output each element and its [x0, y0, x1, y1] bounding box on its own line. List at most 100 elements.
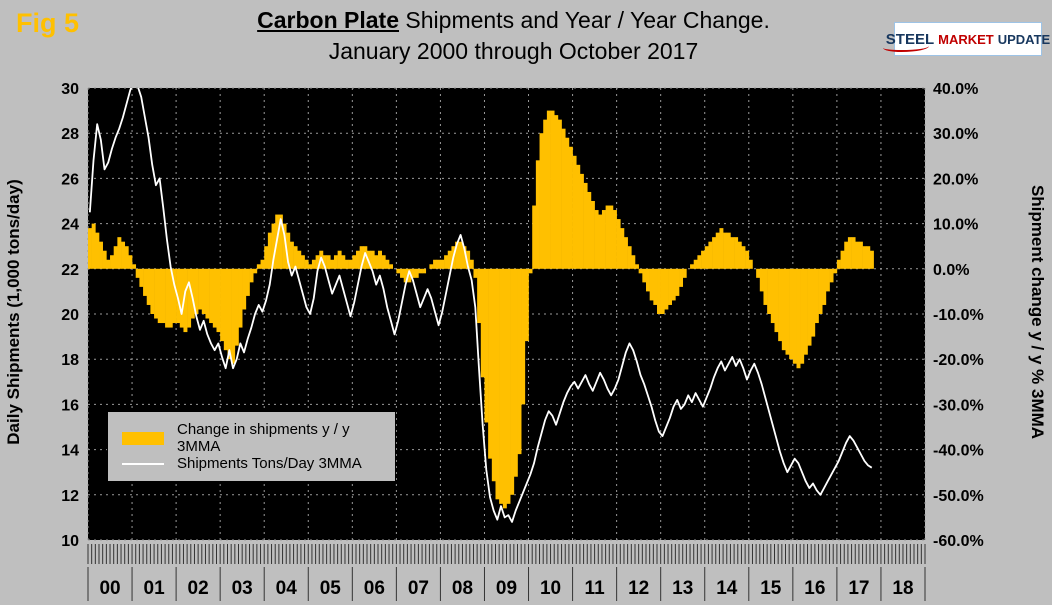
tick-label: 09	[496, 578, 517, 599]
bar	[267, 232, 272, 269]
bar	[836, 259, 841, 269]
tick-label: 05	[320, 578, 342, 599]
bar	[260, 259, 265, 269]
bar	[315, 255, 320, 269]
bar	[675, 268, 680, 296]
bar	[238, 268, 243, 328]
bar	[825, 268, 830, 292]
tick-label: -40.0%	[933, 443, 984, 460]
bar	[583, 182, 588, 269]
bar	[304, 259, 309, 269]
bar	[609, 205, 614, 269]
bar	[550, 110, 555, 269]
bar	[422, 268, 427, 274]
tick-label: 20	[61, 307, 79, 324]
figure-number-label: Fig 5	[16, 8, 80, 38]
bar	[157, 268, 162, 324]
bar	[679, 268, 684, 287]
bar	[587, 191, 592, 269]
bar	[381, 255, 386, 269]
bar	[741, 246, 746, 269]
tick-label: 0.0%	[933, 262, 969, 279]
bar	[355, 250, 360, 269]
bar	[730, 237, 735, 269]
chart-title: Carbon Plate Shipments and Year / Year C…	[150, 5, 877, 67]
bar	[411, 268, 416, 278]
bar	[748, 259, 753, 269]
tick-label: 30.0%	[933, 126, 978, 143]
bar	[723, 232, 728, 269]
bar	[712, 237, 717, 269]
bar	[341, 255, 346, 269]
tick-label: 02	[188, 578, 209, 599]
tick-label: 26	[61, 171, 79, 188]
tick-label: -10.0%	[933, 307, 984, 324]
tick-label: -60.0%	[933, 533, 984, 550]
bar	[697, 255, 702, 269]
bar	[407, 268, 412, 283]
bar	[708, 241, 713, 269]
bar	[106, 259, 111, 269]
bar	[829, 268, 834, 283]
bar	[767, 268, 772, 314]
bar	[568, 146, 573, 269]
bar	[646, 268, 650, 292]
legend-bar-swatch	[122, 431, 164, 445]
bar	[590, 201, 595, 269]
bar	[322, 255, 327, 269]
bar	[143, 268, 148, 296]
bar	[245, 268, 250, 296]
bar	[403, 268, 408, 283]
smu-logo: STEEL MARKET UPDATE	[882, 22, 1050, 56]
tick-label: 11	[585, 578, 606, 599]
bar	[370, 250, 375, 269]
bar	[216, 268, 221, 333]
bar	[146, 268, 151, 305]
bar	[300, 255, 305, 269]
bar	[796, 268, 801, 369]
tick-label: -20.0%	[933, 352, 984, 369]
bar	[121, 241, 126, 269]
bar	[576, 164, 581, 269]
bar	[477, 268, 482, 324]
bar	[256, 264, 261, 269]
bar	[378, 250, 382, 269]
bar	[154, 268, 159, 319]
chart-title-line2: January 2000 through October 2017	[328, 38, 699, 64]
bar	[139, 268, 144, 287]
tick-label: 08	[452, 578, 473, 599]
bar	[557, 119, 562, 269]
bar	[168, 268, 173, 328]
legend-bar-label: Change in shipments y / y 3MMA	[177, 421, 350, 455]
bar	[212, 268, 217, 328]
bar	[418, 268, 423, 274]
bar	[638, 268, 643, 274]
bar	[469, 259, 474, 269]
bar	[513, 268, 518, 477]
tick-label: 30	[61, 81, 79, 98]
bar	[249, 268, 254, 283]
bar	[99, 241, 103, 269]
legend-line-label: Shipments Tons/Day 3MMA	[177, 455, 362, 472]
bar	[337, 250, 342, 269]
bar	[396, 268, 401, 274]
legend-item-bars: Change in shipments y / y 3MMA	[122, 421, 381, 455]
chart-legend: Change in shipments y / y 3MMA Shipments…	[107, 411, 396, 482]
bar	[756, 268, 761, 278]
bar	[734, 237, 739, 269]
bar	[671, 268, 676, 301]
bar	[480, 268, 485, 378]
bar	[282, 223, 287, 269]
logo-swoosh	[882, 42, 929, 52]
bar	[289, 241, 294, 269]
bar	[701, 250, 706, 269]
bar	[458, 241, 463, 269]
bar	[774, 268, 779, 333]
bar	[88, 228, 92, 269]
bar	[521, 268, 526, 405]
bar	[869, 250, 874, 269]
bar	[124, 246, 129, 269]
tick-label: 13	[672, 578, 693, 599]
bar	[231, 268, 236, 364]
bar	[546, 110, 551, 269]
